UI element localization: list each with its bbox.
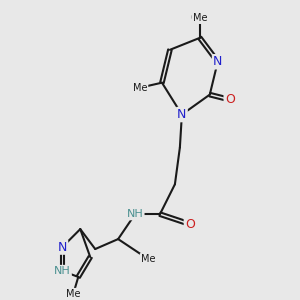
Text: Me: Me [193, 13, 207, 23]
Text: Me: Me [141, 254, 155, 264]
Text: N: N [177, 108, 187, 121]
Text: CH₃: CH₃ [191, 13, 209, 23]
Text: N: N [213, 55, 222, 68]
Text: O: O [185, 218, 195, 231]
Text: O: O [225, 93, 235, 106]
Text: Me: Me [66, 289, 80, 299]
Text: NH: NH [127, 209, 143, 219]
Text: NH: NH [54, 266, 71, 276]
Text: N: N [58, 241, 67, 254]
Text: Me: Me [133, 83, 147, 93]
